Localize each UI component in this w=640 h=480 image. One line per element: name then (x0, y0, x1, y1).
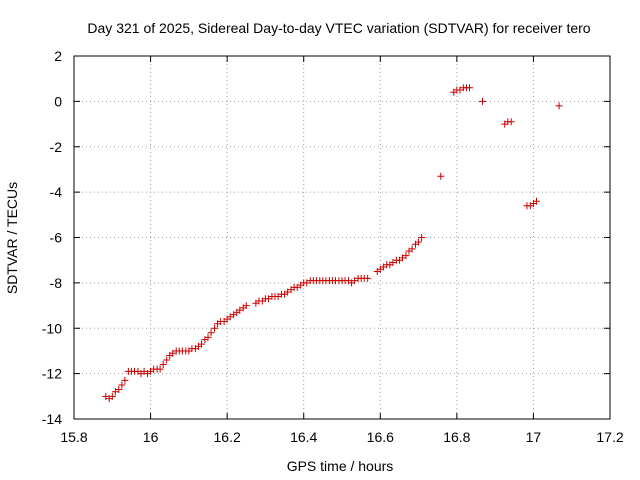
data-point-marker (118, 381, 126, 389)
data-point-marker (163, 356, 171, 364)
data-point-marker (402, 252, 410, 260)
data-point-marker (437, 172, 445, 180)
data-point-marker (197, 340, 205, 348)
data-point-marker (418, 234, 426, 241)
data-point-marker (364, 274, 372, 282)
x-axis-title: GPS time / hours (287, 458, 394, 474)
x-tick-label: 16.2 (214, 429, 241, 445)
axis-ticks (73, 55, 611, 420)
data-point-marker (242, 302, 250, 310)
data-point-marker (121, 376, 129, 384)
x-tick-label: 16.6 (367, 429, 394, 445)
x-tick-label: 16 (143, 429, 159, 445)
data-point-marker (108, 392, 116, 400)
data-point-marker (211, 324, 219, 332)
y-axis-title: SDTVAR / TECUs (4, 182, 20, 294)
data-point-marker (204, 333, 212, 341)
data-point-marker (532, 197, 540, 205)
x-tick-label: 15.8 (60, 429, 87, 445)
y-tick-label: 0 (54, 93, 62, 109)
data-point-marker (115, 386, 123, 394)
data-point-marker (156, 365, 164, 373)
x-tick-label: 16.8 (443, 429, 470, 445)
data-point-marker (207, 329, 215, 337)
y-tick-label: -2 (50, 139, 63, 155)
y-tick-label: -10 (42, 320, 62, 336)
data-point-marker (408, 245, 416, 253)
y-tick-label: -4 (50, 184, 63, 200)
data-point-marker (159, 361, 167, 369)
x-tick-label: 17 (526, 429, 542, 445)
x-tick-label: 16.4 (290, 429, 317, 445)
data-point-marker (465, 84, 473, 92)
data-points (102, 84, 563, 403)
y-tick-label: -6 (50, 230, 63, 246)
y-tick-label: -12 (42, 366, 62, 382)
data-point-marker (479, 97, 487, 105)
grid (74, 56, 610, 419)
data-point-marker (507, 118, 515, 126)
y-tick-label: 2 (54, 48, 62, 64)
y-tick-label: -8 (50, 275, 63, 291)
y-tick-labels: -14 -12 -10 -8 -6 -4 -2 0 2 (42, 48, 62, 427)
x-tick-label: 17.2 (596, 429, 623, 445)
x-tick-labels: 15.8 16 16.2 16.4 16.6 16.8 17 17.2 (60, 429, 623, 445)
chart-title: Day 321 of 2025, Sidereal Day-to-day VTE… (87, 20, 590, 36)
data-point-marker (555, 102, 563, 110)
data-point-marker (415, 238, 423, 246)
y-tick-label: -14 (42, 411, 62, 427)
